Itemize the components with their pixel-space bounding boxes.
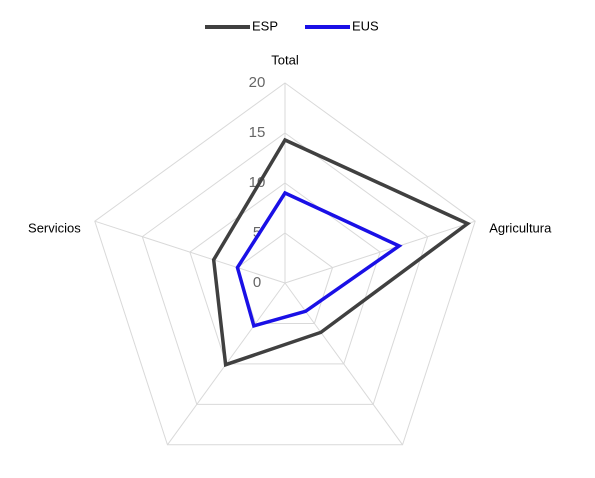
category-label: Agricultura xyxy=(489,221,552,236)
category-label: Total xyxy=(271,52,299,67)
y-tick-label: 0 xyxy=(253,274,261,291)
grid-line xyxy=(141,132,429,405)
category-label: Servicios xyxy=(28,221,81,236)
legend-label: ESP xyxy=(252,18,278,33)
y-tick-label: 20 xyxy=(249,74,266,91)
y-tick-label: 15 xyxy=(249,124,266,141)
grid-line xyxy=(189,182,381,365)
axis-spoke xyxy=(94,220,286,284)
axis-spoke xyxy=(284,220,476,284)
series-line xyxy=(235,190,403,329)
series-line xyxy=(211,137,472,368)
grid-line xyxy=(236,232,334,324)
grid-line xyxy=(94,82,476,446)
legend-label: EUS xyxy=(352,18,379,33)
y-tick-label: 5 xyxy=(253,224,261,241)
